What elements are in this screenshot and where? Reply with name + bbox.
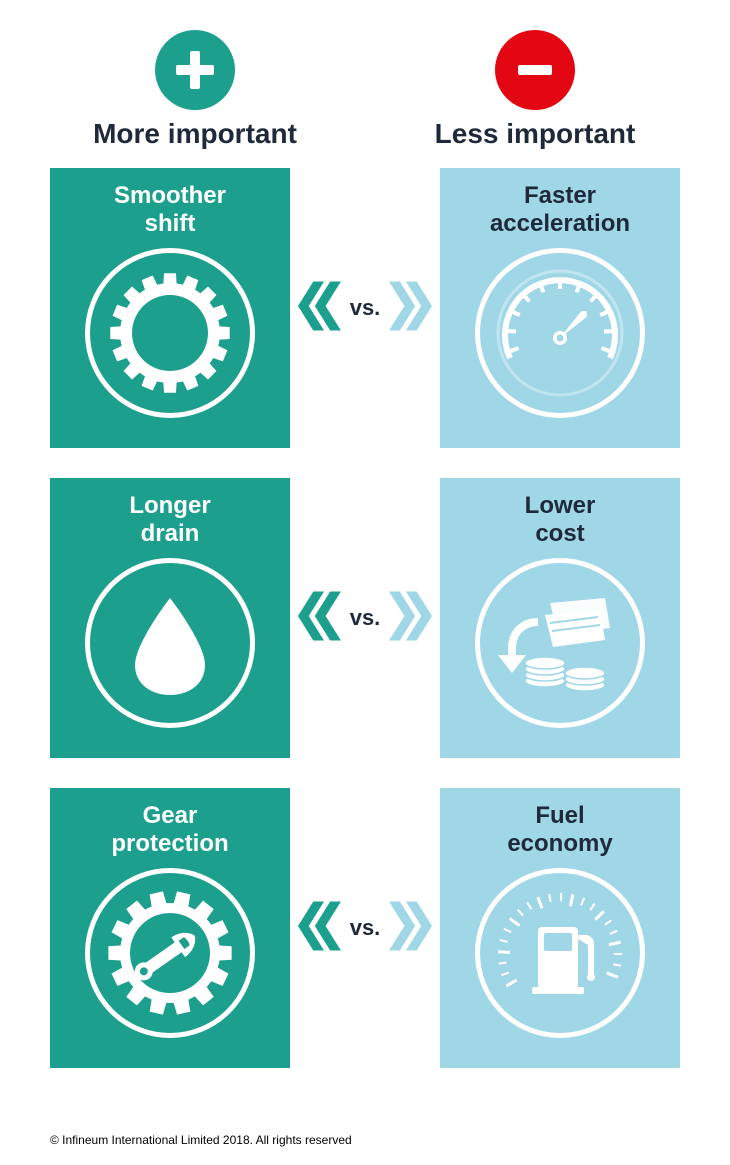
chevron-right-icon	[386, 271, 432, 346]
vs-separator: vs.	[290, 581, 440, 656]
plus-icon	[155, 30, 235, 110]
chevron-left-icon	[298, 581, 344, 656]
minus-icon	[495, 30, 575, 110]
vs-separator: vs.	[290, 891, 440, 966]
card-title: Lowercost	[525, 492, 596, 548]
speedometer-icon	[475, 248, 645, 418]
gear-icon	[85, 248, 255, 418]
more-important-card: Gearprotection	[50, 788, 290, 1068]
less-important-card: Lowercost	[440, 478, 680, 758]
card-title: Fasteracceleration	[490, 182, 630, 238]
card-title: Fueleconomy	[507, 802, 612, 858]
comparison-row: Gearprotection vs. Fueleconomy	[50, 788, 680, 1068]
chevron-right-icon	[386, 891, 432, 966]
minus-icon-wrap	[390, 30, 680, 110]
card-title: Longerdrain	[129, 492, 210, 548]
header-labels-row: More important Less important	[50, 118, 680, 150]
fuel-pump-icon	[475, 868, 645, 1038]
chevron-left-icon	[298, 891, 344, 966]
vs-text: vs.	[350, 915, 381, 941]
vs-text: vs.	[350, 605, 381, 631]
drop-icon	[85, 558, 255, 728]
vs-separator: vs.	[290, 271, 440, 346]
vs-text: vs.	[350, 295, 381, 321]
card-title: Gearprotection	[111, 802, 228, 858]
more-important-label: More important	[50, 118, 340, 150]
comparison-row: Longerdrain vs. Lowercost	[50, 478, 680, 758]
more-important-card: Smoothershift	[50, 168, 290, 448]
chevron-left-icon	[298, 271, 344, 346]
copyright-footer: © Infineum International Limited 2018. A…	[50, 1133, 352, 1147]
money-icon	[475, 558, 645, 728]
comparison-row: Smoothershift vs. Fasteracceleration	[50, 168, 680, 448]
gear-wrench-icon	[85, 868, 255, 1038]
less-important-card: Fueleconomy	[440, 788, 680, 1068]
less-important-card: Fasteracceleration	[440, 168, 680, 448]
chevron-right-icon	[386, 581, 432, 656]
less-important-label: Less important	[390, 118, 680, 150]
more-important-card: Longerdrain	[50, 478, 290, 758]
plus-icon-wrap	[50, 30, 340, 110]
card-title: Smoothershift	[114, 182, 226, 238]
header-icons-row	[50, 30, 680, 110]
